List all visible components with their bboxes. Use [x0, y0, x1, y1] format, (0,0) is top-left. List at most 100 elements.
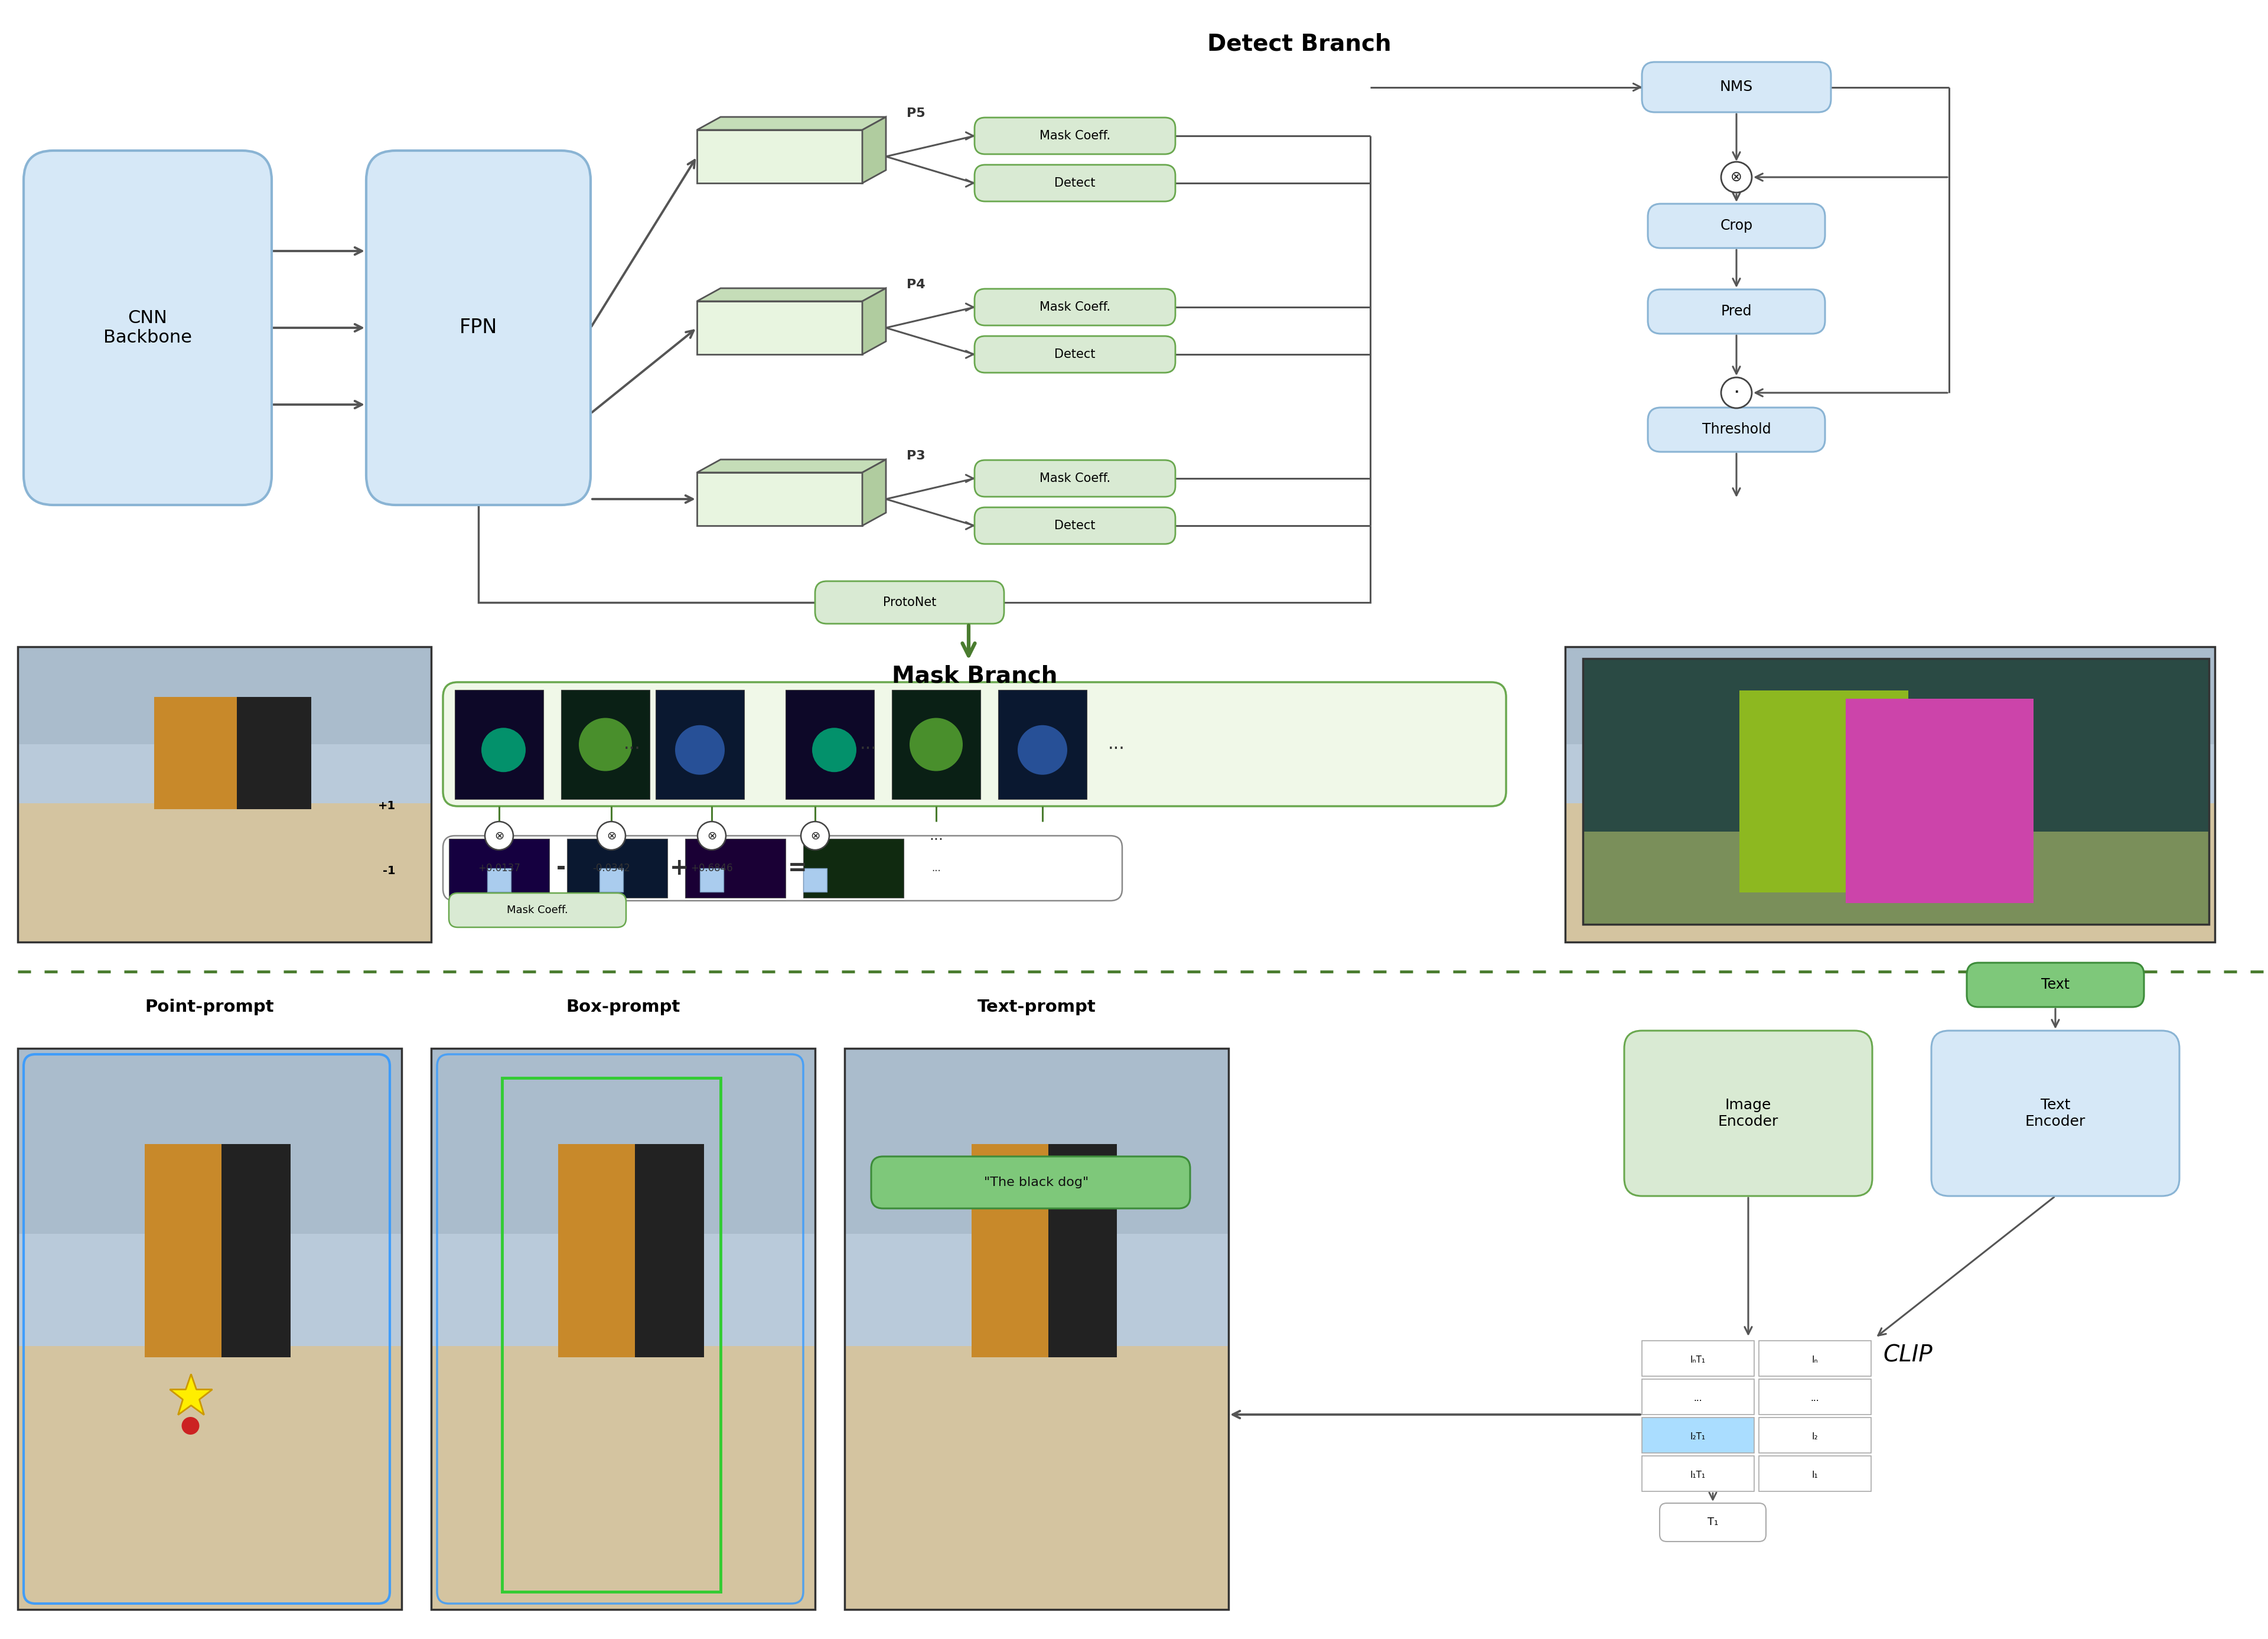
Text: Mask Branch: Mask Branch — [891, 665, 1057, 687]
Bar — [560, 690, 649, 800]
Bar — [1565, 803, 2216, 942]
Text: Detect: Detect — [1055, 177, 1095, 188]
FancyBboxPatch shape — [365, 151, 590, 505]
Circle shape — [481, 728, 526, 772]
Polygon shape — [1740, 690, 1907, 893]
Text: P4: P4 — [907, 279, 925, 290]
Text: Mask Coeff.: Mask Coeff. — [1039, 302, 1111, 313]
Bar — [1565, 647, 2216, 942]
Polygon shape — [696, 302, 862, 354]
Bar — [1642, 1418, 1753, 1452]
Bar — [18, 647, 431, 810]
Bar — [431, 1049, 814, 1609]
Bar — [18, 803, 431, 942]
FancyBboxPatch shape — [1660, 1503, 1767, 1542]
Bar — [1565, 744, 2216, 810]
Bar — [1760, 1418, 1871, 1452]
Bar — [635, 1144, 703, 1357]
Text: ⊗: ⊗ — [810, 829, 821, 841]
FancyBboxPatch shape — [1624, 1031, 1873, 1196]
Text: P5: P5 — [907, 108, 925, 120]
Bar — [431, 1049, 814, 1357]
Bar — [1565, 647, 2216, 810]
Text: I₁T₁: I₁T₁ — [1690, 1470, 1706, 1480]
Bar — [488, 869, 510, 892]
Bar — [1780, 697, 1941, 810]
Text: Mask Coeff.: Mask Coeff. — [1039, 129, 1111, 141]
FancyBboxPatch shape — [1966, 962, 2143, 1006]
Bar — [431, 1234, 814, 1357]
Text: I₂: I₂ — [1812, 1432, 1819, 1441]
Bar — [1760, 1341, 1871, 1377]
FancyBboxPatch shape — [975, 461, 1175, 497]
Polygon shape — [696, 288, 887, 302]
Bar — [803, 869, 828, 892]
FancyBboxPatch shape — [23, 151, 272, 505]
Circle shape — [909, 718, 962, 770]
Bar — [1583, 831, 2209, 924]
Text: ·: · — [1733, 384, 1740, 403]
FancyBboxPatch shape — [975, 118, 1175, 154]
FancyBboxPatch shape — [1932, 1031, 2180, 1196]
Bar — [1760, 1455, 1871, 1491]
Polygon shape — [862, 459, 887, 526]
Circle shape — [485, 821, 513, 851]
Bar — [685, 839, 785, 898]
FancyBboxPatch shape — [975, 288, 1175, 326]
Text: NMS: NMS — [1719, 80, 1753, 93]
Bar — [1910, 697, 2025, 810]
FancyBboxPatch shape — [975, 166, 1175, 202]
Polygon shape — [862, 288, 887, 354]
Polygon shape — [696, 472, 862, 526]
Text: IₙT₁: IₙT₁ — [1690, 1355, 1706, 1364]
Circle shape — [1721, 377, 1751, 408]
FancyBboxPatch shape — [871, 1157, 1191, 1208]
Bar — [431, 1346, 814, 1609]
Text: Iₙ: Iₙ — [1812, 1355, 1819, 1364]
FancyBboxPatch shape — [442, 682, 1506, 806]
Bar — [18, 1049, 401, 1357]
Text: Box-prompt: Box-prompt — [567, 998, 680, 1015]
Text: ...: ... — [1107, 736, 1125, 752]
Text: T₁: T₁ — [1708, 1518, 1719, 1528]
Text: ProtoNet: ProtoNet — [882, 597, 937, 608]
Bar — [844, 1234, 1229, 1357]
Bar — [844, 1346, 1229, 1609]
Bar — [803, 839, 903, 898]
Text: ...: ... — [932, 862, 941, 874]
Text: +0.0137: +0.0137 — [479, 862, 519, 874]
Text: ...: ... — [1694, 1393, 1703, 1403]
Text: =: = — [787, 857, 807, 880]
Text: CLIP: CLIP — [1882, 1344, 1932, 1367]
Bar — [222, 1144, 290, 1357]
FancyBboxPatch shape — [975, 508, 1175, 544]
FancyBboxPatch shape — [1642, 62, 1830, 111]
Text: Detect: Detect — [1055, 349, 1095, 361]
Text: Mask Coeff.: Mask Coeff. — [1039, 472, 1111, 484]
Text: I₂T₁: I₂T₁ — [1690, 1432, 1706, 1441]
Polygon shape — [696, 129, 862, 184]
Bar — [18, 1049, 401, 1609]
FancyBboxPatch shape — [442, 836, 1123, 901]
Circle shape — [1018, 724, 1068, 775]
Bar — [567, 839, 667, 898]
Text: FPN: FPN — [460, 318, 497, 338]
FancyBboxPatch shape — [814, 582, 1005, 624]
FancyBboxPatch shape — [1649, 290, 1826, 334]
Text: Text-prompt: Text-prompt — [978, 998, 1095, 1015]
Text: Text
Encoder: Text Encoder — [2025, 1098, 2087, 1129]
Text: Pred: Pred — [1721, 305, 1751, 318]
FancyBboxPatch shape — [449, 893, 626, 928]
Bar — [1642, 1378, 1753, 1414]
Bar — [1642, 1341, 1753, 1377]
Text: Mask Coeff.: Mask Coeff. — [506, 905, 567, 916]
Text: Threshold: Threshold — [1701, 423, 1771, 436]
Text: ⊗: ⊗ — [494, 829, 503, 841]
Bar — [236, 697, 311, 810]
Text: CNN
Backbone: CNN Backbone — [104, 310, 193, 346]
Bar — [891, 690, 980, 800]
Text: "The black dog": "The black dog" — [984, 1177, 1089, 1188]
Circle shape — [676, 724, 726, 775]
Bar — [1048, 1144, 1118, 1357]
Polygon shape — [696, 459, 887, 472]
